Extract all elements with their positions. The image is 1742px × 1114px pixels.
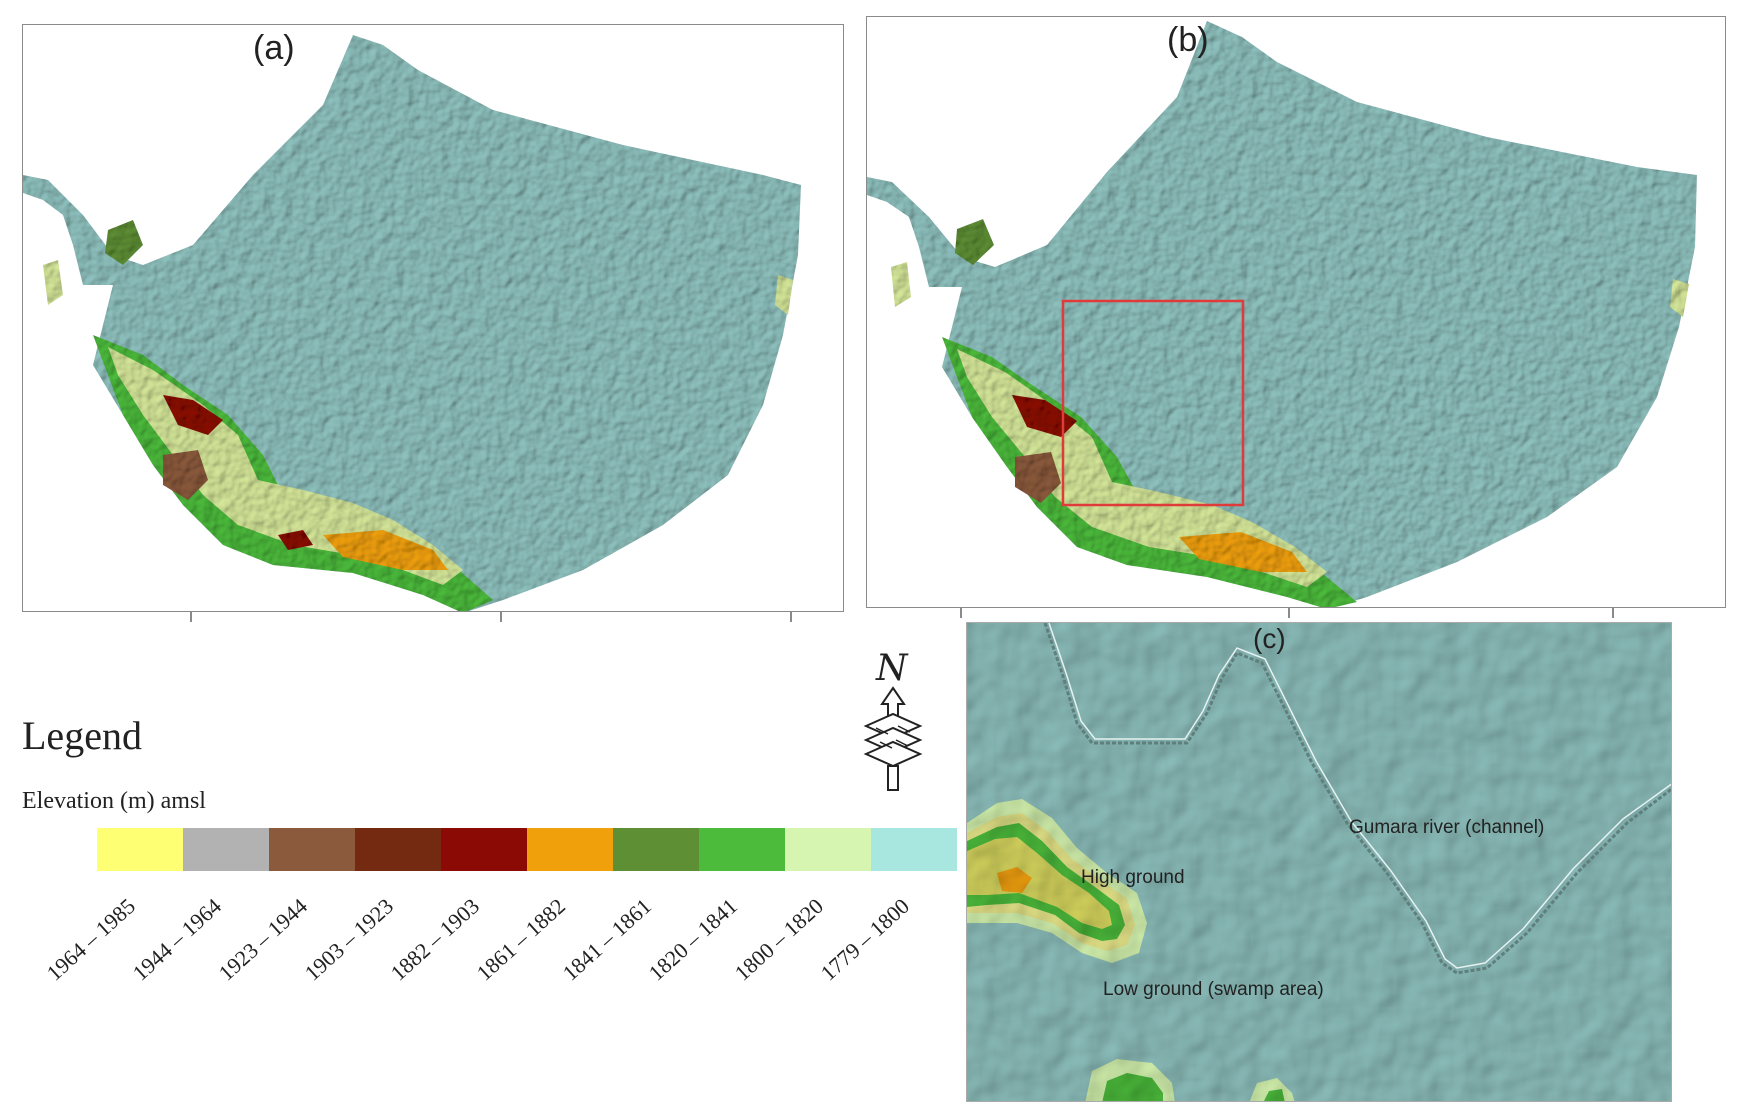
east-shore-patch (1670, 279, 1689, 317)
legend-range-label: 1800 – 1820 (729, 893, 829, 986)
legend-swatch (355, 828, 441, 871)
legend-title: Legend (22, 713, 142, 758)
legend-swatch (613, 828, 699, 871)
tick-mark (790, 612, 792, 622)
panel-b-label: (b) (1167, 21, 1209, 59)
elevation-map-c (967, 623, 1671, 1101)
south-mound-1-core (1102, 1073, 1163, 1101)
tick-mark (190, 612, 192, 622)
high-ground-label: High ground (1081, 867, 1185, 888)
legend-swatch (699, 828, 785, 871)
elevation-map-a (23, 35, 801, 611)
islet-2 (891, 262, 911, 307)
tick-mark (500, 612, 502, 622)
east-shore-patch (775, 275, 793, 315)
map-panel-a: (a) (22, 24, 844, 612)
high-ground-peak (997, 867, 1032, 893)
islet-1 (955, 219, 994, 265)
low-ground-label: Low ground (swamp area) (1103, 979, 1324, 1000)
zoom-extent-box (1061, 299, 1245, 507)
highland-red-3 (278, 530, 313, 550)
legend-swatches (97, 828, 957, 871)
highland-red-1 (1012, 395, 1077, 437)
tick-mark (1612, 608, 1614, 618)
legend-swatch (871, 828, 957, 871)
north-arrow-icon (863, 686, 923, 791)
legend-swatch (269, 828, 355, 871)
lake-plain-area (23, 35, 801, 611)
lake-plain-area (867, 21, 1697, 607)
legend-range-label: 1779 – 1800 (815, 893, 915, 986)
legend-range-label: 1964 – 1985 (41, 893, 141, 986)
legend-range-label: 1861 – 1882 (471, 893, 571, 986)
river-label: Gumara river (channel) (1349, 817, 1545, 838)
north-label: N (876, 648, 908, 689)
islet-2 (43, 260, 63, 305)
tick-mark (960, 608, 962, 618)
legend-range-label: 1944 – 1964 (127, 893, 227, 986)
highland-orange-1 (1179, 532, 1307, 572)
legend-range-label: 1882 – 1903 (385, 893, 485, 986)
legend-range-label: 1820 – 1841 (643, 893, 743, 986)
legend-range-label: 1903 – 1923 (299, 893, 399, 986)
legend-range-label: 1923 – 1944 (213, 893, 313, 986)
legend-swatch (183, 828, 269, 871)
south-mound-2-core (1264, 1089, 1285, 1101)
panel-a-label: (a) (253, 29, 295, 67)
map-panel-c: (c) High ground Gumara river (channel) L… (966, 622, 1672, 1102)
panel-c-label: (c) (1253, 623, 1286, 654)
legend-subtitle: Elevation (m) amsl (22, 788, 206, 814)
river-channel-bank (1048, 623, 1671, 969)
highland-orange-1 (323, 530, 448, 570)
legend-range-label: 1841 – 1861 (557, 893, 657, 986)
highland-red-2 (1015, 452, 1061, 503)
legend-swatch (527, 828, 613, 871)
high-ground-yellow (967, 837, 1112, 929)
islet-1 (105, 220, 143, 265)
elevation-map-b (867, 21, 1697, 607)
highland-red-1 (163, 395, 223, 435)
legend-swatch (97, 828, 183, 871)
highland-red-2 (163, 450, 208, 500)
map-panel-b: (b) (866, 16, 1726, 608)
tick-mark (1288, 608, 1290, 618)
legend-swatch (785, 828, 871, 871)
north-arrow: N (858, 648, 928, 808)
legend-swatch (441, 828, 527, 871)
